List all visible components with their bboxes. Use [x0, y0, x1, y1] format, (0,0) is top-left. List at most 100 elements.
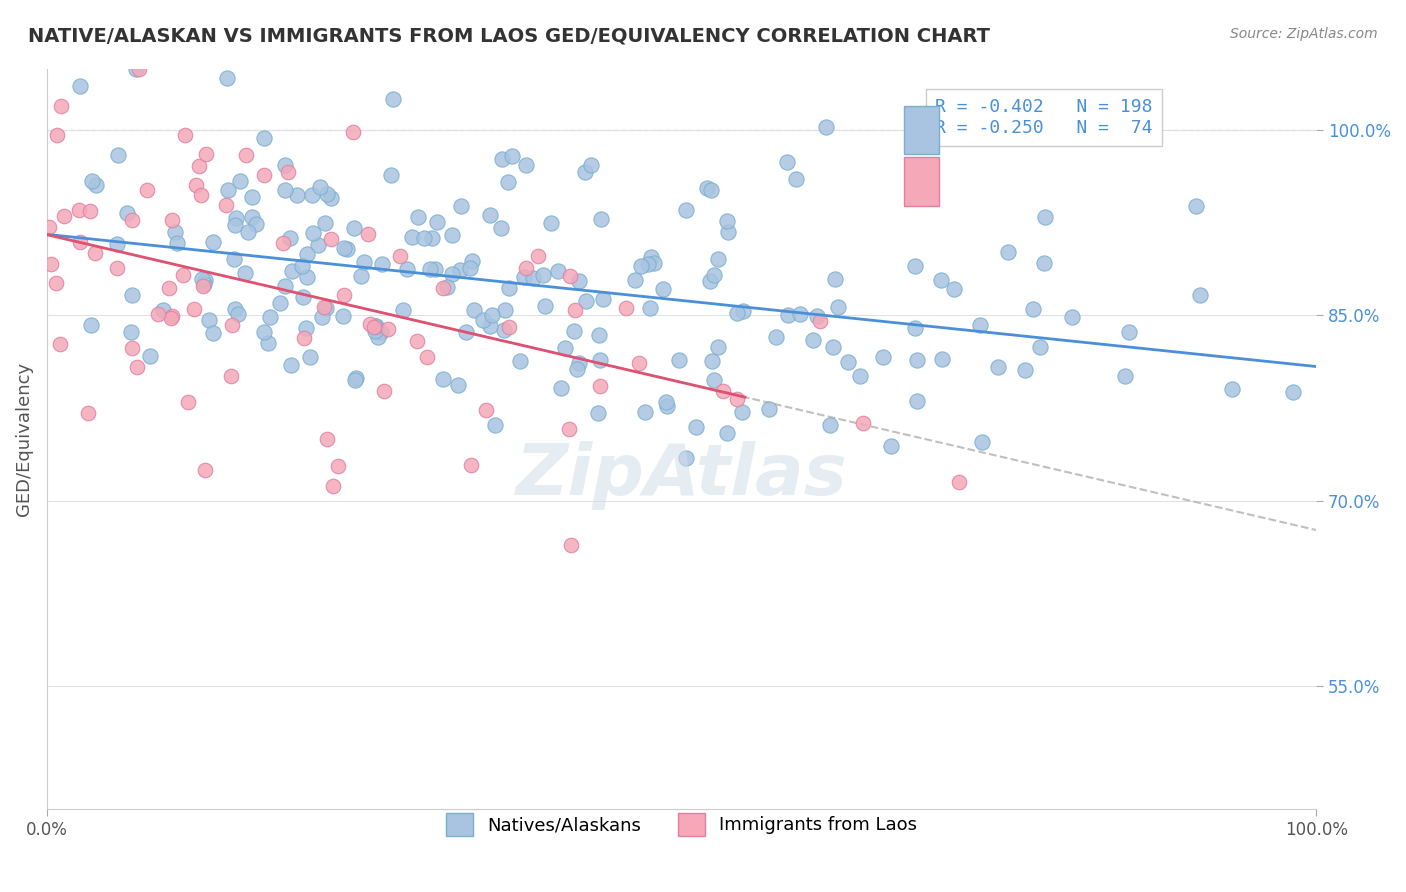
Point — [554, 341, 576, 355]
Point — [460, 458, 482, 472]
Point — [630, 259, 652, 273]
Point — [162, 213, 184, 227]
Point — [557, 422, 579, 436]
Point — [285, 188, 308, 202]
Point — [1220, 382, 1243, 396]
Point — [308, 179, 330, 194]
Point — [567, 274, 589, 288]
Point — [366, 318, 388, 333]
Point — [1022, 301, 1045, 316]
Point — [187, 159, 209, 173]
Point — [1028, 340, 1050, 354]
Point — [48, 337, 70, 351]
Point — [560, 538, 582, 552]
Point — [905, 353, 928, 368]
Point — [311, 310, 333, 325]
Point — [969, 318, 991, 332]
Point — [422, 230, 444, 244]
Point — [699, 274, 721, 288]
Point — [273, 279, 295, 293]
Point — [202, 326, 225, 340]
Point — [350, 268, 373, 283]
Point — [547, 263, 569, 277]
Point — [818, 417, 841, 432]
Point — [472, 313, 495, 327]
Point — [432, 372, 454, 386]
Point — [478, 208, 501, 222]
Point — [589, 379, 612, 393]
Point — [668, 352, 690, 367]
Point — [711, 384, 734, 399]
Point — [121, 287, 143, 301]
Point — [872, 351, 894, 365]
Point — [526, 249, 548, 263]
Point — [277, 165, 299, 179]
Point — [45, 276, 67, 290]
Point — [278, 230, 301, 244]
Point — [67, 202, 90, 217]
Point — [824, 271, 846, 285]
Point — [904, 321, 927, 335]
Text: NATIVE/ALASKAN VS IMMIGRANTS FROM LAOS GED/EQUIVALENCY CORRELATION CHART: NATIVE/ALASKAN VS IMMIGRANTS FROM LAOS G… — [28, 27, 990, 45]
Point — [987, 359, 1010, 374]
Point — [778, 308, 800, 322]
Point — [727, 305, 749, 319]
Point — [157, 281, 180, 295]
Y-axis label: GED/Equivalency: GED/Equivalency — [15, 362, 32, 516]
Point — [380, 168, 402, 182]
Point — [307, 238, 329, 252]
Point — [396, 262, 419, 277]
Point — [127, 359, 149, 374]
Point — [515, 158, 537, 172]
Point — [716, 425, 738, 440]
Text: Source: ZipAtlas.com: Source: ZipAtlas.com — [1230, 27, 1378, 41]
Point — [624, 273, 647, 287]
Point — [342, 125, 364, 139]
Point — [637, 257, 659, 271]
Point — [39, 257, 62, 271]
Point — [80, 318, 103, 333]
Point — [1060, 310, 1083, 324]
Point — [389, 249, 412, 263]
Point — [295, 269, 318, 284]
Point — [53, 209, 76, 223]
Point — [315, 301, 337, 316]
Point — [253, 130, 276, 145]
Point — [326, 458, 349, 473]
Point — [808, 314, 831, 328]
Point — [357, 227, 380, 242]
Point — [105, 260, 128, 275]
Point — [319, 232, 342, 246]
Point — [225, 211, 247, 225]
Point — [333, 242, 356, 256]
Point — [643, 255, 665, 269]
Point — [84, 178, 107, 193]
Point — [353, 254, 375, 268]
Point — [550, 382, 572, 396]
Point — [581, 158, 603, 172]
Point — [77, 406, 100, 420]
Point — [765, 330, 787, 344]
Point — [1189, 287, 1212, 301]
Point — [1282, 385, 1305, 400]
Point — [419, 261, 441, 276]
Point — [391, 303, 413, 318]
Point — [943, 282, 966, 296]
Point — [152, 302, 174, 317]
Point — [401, 230, 423, 244]
Point — [972, 434, 994, 449]
Point — [291, 260, 314, 274]
Point — [80, 174, 103, 188]
Point — [806, 309, 828, 323]
Point — [432, 281, 454, 295]
Point — [492, 322, 515, 336]
Point — [675, 203, 697, 218]
Point — [322, 479, 344, 493]
Point — [299, 351, 322, 365]
Point — [274, 158, 297, 172]
Point — [202, 235, 225, 249]
Point — [509, 354, 531, 368]
Text: ZipAtlas: ZipAtlas — [516, 442, 848, 510]
Point — [586, 406, 609, 420]
Point — [183, 301, 205, 316]
